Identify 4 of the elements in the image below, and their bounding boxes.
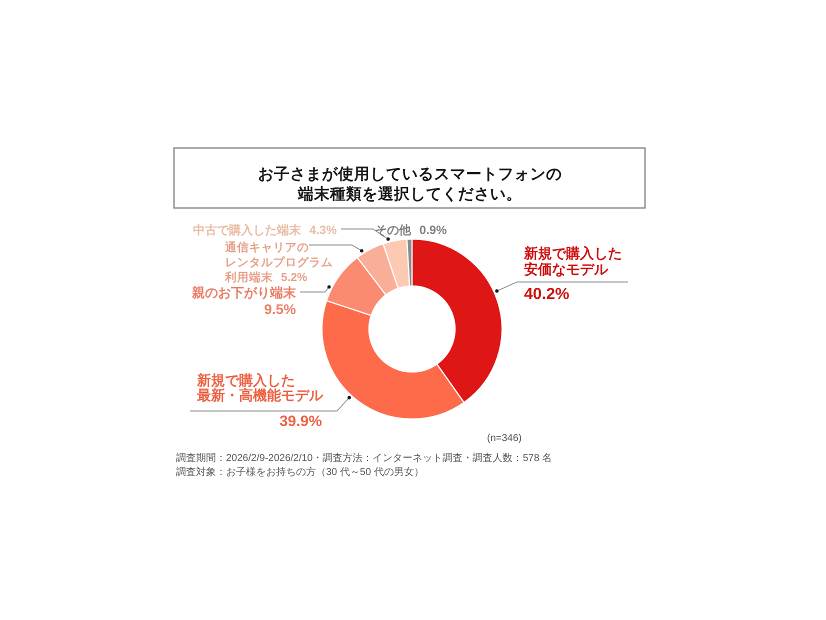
annotation: 調査期間：2026/2/9-2026/2/10・調査方法：インターネット調査・調査人数：578 名 [176, 453, 552, 464]
title: お子さまが使用しているスマートフォンの端末種類を選択してください。 [258, 166, 562, 203]
annotation: 調査対象：お子様をお持ちの方（30 代～50 代の男女） [176, 467, 424, 478]
annotation: (n=346) [487, 433, 522, 444]
